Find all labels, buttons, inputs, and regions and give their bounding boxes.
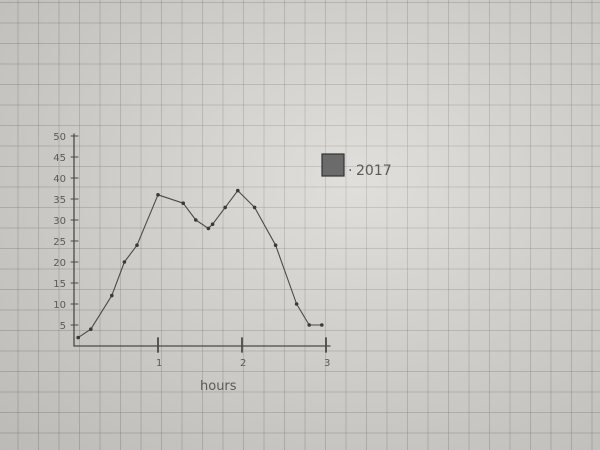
legend-swatch bbox=[321, 153, 345, 177]
x-axis-label: hours bbox=[200, 379, 237, 394]
data-point bbox=[252, 205, 257, 210]
legend-dash: · bbox=[348, 163, 352, 179]
y-tick-label: 15 bbox=[53, 279, 66, 290]
y-tick-label: 5 bbox=[60, 321, 66, 332]
data-point bbox=[236, 188, 240, 193]
y-tick-label: 45 bbox=[53, 153, 66, 164]
y-tick-label: 30 bbox=[53, 216, 66, 227]
data-point bbox=[122, 260, 127, 264]
data-point bbox=[194, 218, 198, 222]
data-point bbox=[76, 335, 80, 340]
x-tick-label: 3 bbox=[324, 358, 330, 369]
series-line-2017 bbox=[77, 190, 323, 339]
y-tick-label: 25 bbox=[53, 237, 66, 248]
data-point bbox=[135, 243, 139, 247]
data-point bbox=[307, 323, 312, 327]
data-point bbox=[320, 323, 324, 327]
legend-label: 2017 bbox=[356, 163, 392, 179]
data-point bbox=[181, 201, 185, 205]
data-point bbox=[223, 205, 227, 210]
data-point bbox=[89, 327, 93, 332]
y-tick-label: 10 bbox=[53, 300, 66, 311]
y-tick-label: 40 bbox=[53, 174, 66, 185]
data-point bbox=[156, 193, 160, 197]
x-tick-label: 1 bbox=[156, 358, 162, 369]
data-point bbox=[294, 302, 299, 306]
data-point bbox=[273, 243, 278, 247]
y-tick-label: 35 bbox=[53, 195, 66, 206]
y-tick-label: 20 bbox=[53, 258, 66, 269]
x-tick-label: 2 bbox=[240, 358, 246, 369]
y-tick-label: 50 bbox=[53, 132, 66, 143]
data-point bbox=[110, 293, 114, 298]
legend: · 2017 bbox=[321, 153, 392, 179]
data-point bbox=[206, 226, 211, 231]
data-point bbox=[210, 222, 215, 226]
